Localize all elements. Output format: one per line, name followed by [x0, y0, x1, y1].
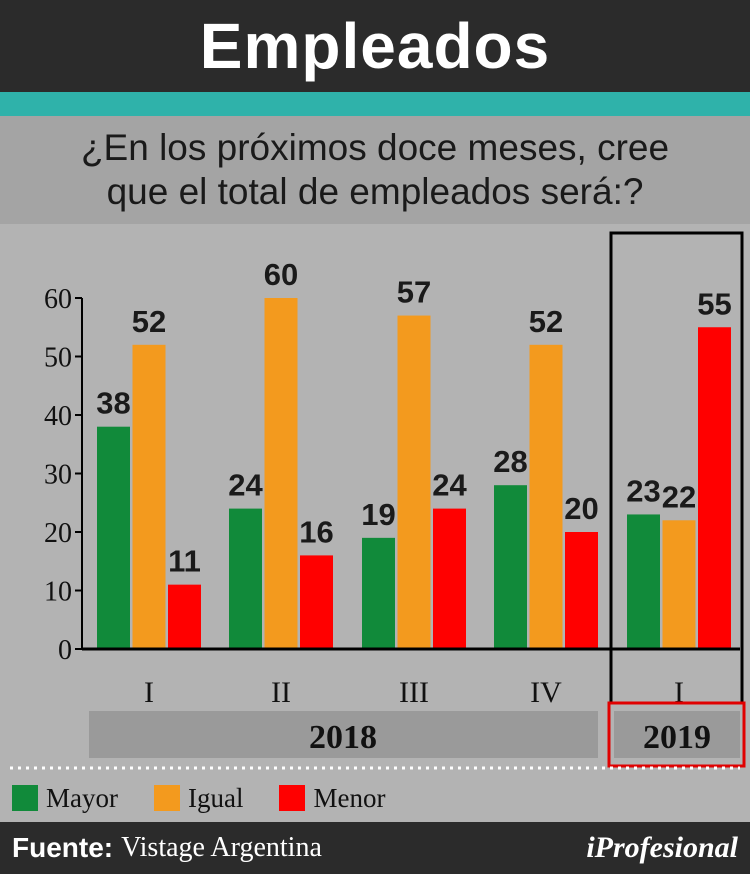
data-label: 52 — [132, 304, 166, 339]
legend-label: Igual — [187, 782, 244, 813]
y-tick-label: 60 — [44, 284, 72, 315]
question-line-1: ¿En los próximos doce meses, cree — [80, 127, 670, 168]
bar-igual — [529, 344, 563, 649]
source-value: Vistage Argentina — [121, 832, 322, 863]
question-box: ¿En los próximos doce meses, cree que el… — [0, 116, 750, 224]
data-label: 19 — [361, 497, 395, 532]
bar-igual — [662, 520, 696, 649]
y-tick-label: 30 — [44, 460, 72, 491]
bar-mayor — [362, 537, 395, 649]
y-tick-label: 10 — [44, 577, 72, 608]
bar-igual — [264, 298, 298, 649]
data-label: 20 — [564, 491, 598, 526]
bar-mayor — [627, 514, 660, 649]
title-bar: Empleados — [0, 0, 750, 92]
accent-stripe — [0, 92, 750, 116]
y-tick-label: 20 — [44, 518, 72, 549]
bar-menor — [565, 532, 598, 649]
data-label: 23 — [626, 473, 660, 508]
bar-igual — [132, 344, 166, 649]
bar-igual — [397, 315, 431, 649]
category-label: IV — [530, 676, 562, 709]
legend-item: Menor — [279, 783, 385, 814]
data-label: 11 — [168, 544, 201, 579]
category-label: III — [399, 676, 429, 709]
data-label: 24 — [228, 468, 263, 503]
data-label: 60 — [264, 257, 298, 292]
bar-menor — [698, 327, 731, 649]
brand-logo-text: iProfesional — [586, 831, 738, 864]
bar-menor — [433, 508, 466, 649]
year-band-2019 — [614, 711, 740, 758]
legend-swatch — [279, 785, 306, 811]
category-label: II — [271, 676, 291, 709]
legend-swatch — [12, 785, 38, 811]
year-label: 2019 — [643, 719, 711, 756]
legend-swatch — [153, 785, 180, 811]
bar-mayor — [97, 426, 130, 649]
legend-item: Mayor — [12, 783, 118, 814]
year-highlight-frame — [607, 701, 746, 768]
data-label: 28 — [493, 444, 527, 479]
data-label: 16 — [299, 514, 333, 549]
bar-menor — [168, 584, 201, 649]
bar-mayor — [494, 485, 527, 649]
y-tick-label: 50 — [44, 343, 72, 374]
legend-label: Mayor — [46, 782, 118, 813]
data-label: 22 — [662, 479, 696, 514]
legend-item: Igual — [153, 782, 244, 814]
legend-label: Menor — [313, 782, 386, 813]
y-tick-label: 40 — [44, 401, 72, 432]
data-label: 57 — [397, 275, 431, 310]
legend: Mayor Igual Menor — [12, 780, 421, 816]
data-label: 24 — [432, 468, 467, 503]
source-key: Fuente: — [12, 832, 114, 863]
footer: Fuente: Vistage Argentina iProfesional — [0, 822, 750, 874]
question-line-2: que el total de empleados será:? — [106, 171, 644, 212]
y-tick-label: 0 — [58, 635, 72, 666]
data-label: 52 — [529, 304, 563, 339]
category-label: I — [674, 676, 684, 709]
data-label: 55 — [697, 286, 731, 321]
bar-menor — [300, 555, 333, 649]
year-band-2018 — [89, 711, 598, 758]
data-label: 38 — [96, 386, 130, 421]
bar-mayor — [229, 508, 262, 649]
page-title: Empleados — [199, 10, 551, 82]
year-label: 2018 — [309, 719, 377, 756]
category-label: I — [144, 676, 154, 709]
